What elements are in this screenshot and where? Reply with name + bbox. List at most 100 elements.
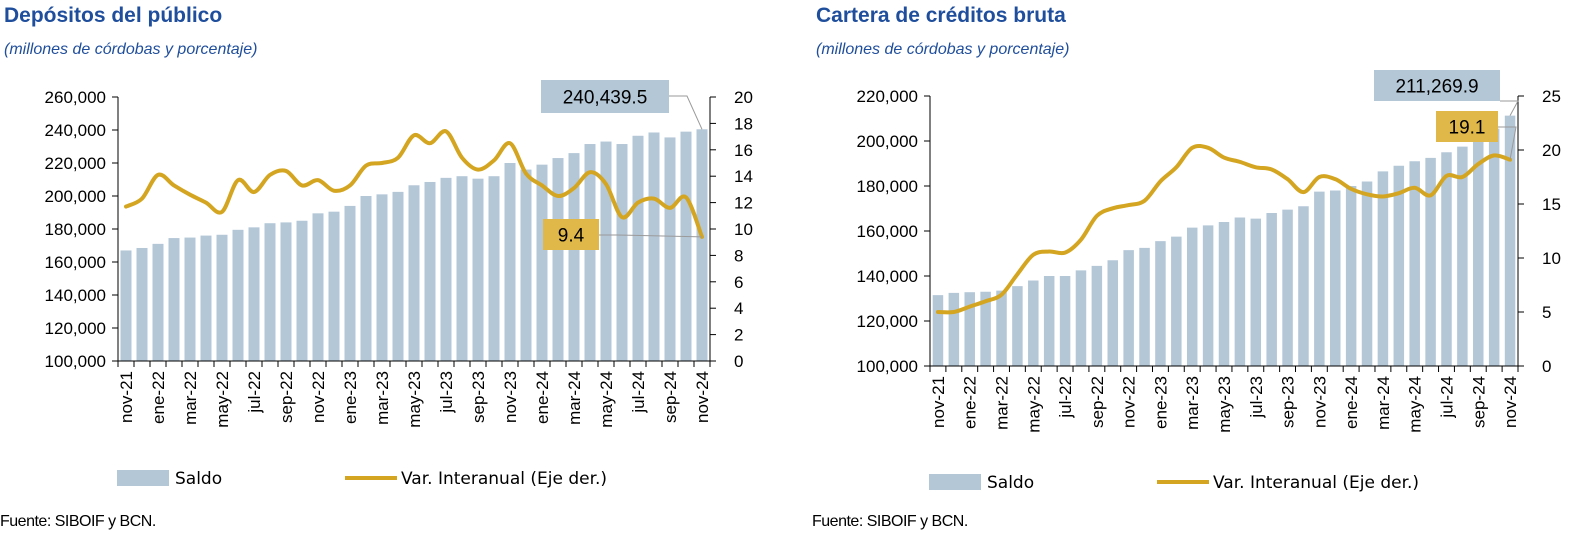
y-right-tick-label: 5 [1542,303,1551,322]
bar-saldo [1409,161,1420,366]
y-left-tick-label: 120,000 [45,319,106,338]
callout-box [1374,70,1500,101]
x-tick-label: jul-24 [1437,376,1456,419]
y-right-tick-label: 14 [734,167,753,186]
callout-box [543,219,599,250]
x-tick-label: may-22 [213,371,232,428]
bar-saldo [980,291,991,366]
bar-saldo [996,290,1007,367]
x-tick-label: ene-22 [149,371,168,424]
bar-saldo [472,178,484,361]
y-right-tick-label: 4 [734,299,743,318]
bar-saldo [328,211,340,361]
bar-saldo [1012,286,1023,367]
bar-saldo [648,132,660,361]
bar-saldo [216,234,228,361]
x-tick-label: sep-24 [661,371,680,423]
bar-saldo [504,163,516,361]
callout-leader [669,95,703,130]
x-tick-label: sep-22 [277,371,296,423]
bar-saldo [1393,165,1405,366]
y-right-tick-label: 10 [1542,249,1561,268]
y-left-tick-label: 120,000 [857,312,918,331]
x-tick-label: sep-23 [1279,376,1298,428]
bar-saldo [248,227,260,361]
x-tick-label: jul-22 [1056,376,1075,419]
chart-source: Fuente: SIBOIF y BCN. [0,513,156,530]
bar-saldo [488,176,500,361]
x-tick-label: nov-24 [1501,376,1520,428]
y-right-tick-label: 0 [734,352,743,371]
bar-saldo [664,137,676,361]
bar-saldo [696,129,708,361]
y-right-tick-label: 12 [734,194,753,213]
x-tick-label: nov-22 [1120,376,1139,428]
chart-depositos: 100,000 120,000 140,000 160,000 180,000 200,0… [45,80,753,489]
bar-saldo [1059,276,1071,366]
y-right-tick-label: 25 [1542,87,1561,106]
bar-saldo [168,238,180,361]
bar-saldo [1028,280,1039,366]
y-right-tick-label: 20 [734,88,753,107]
bar-saldo [584,144,596,361]
bar-saldo [232,229,244,361]
chart-title: Depósitos del público [4,4,223,27]
bar-saldo [1139,247,1150,367]
x-tick-label: mar-24 [565,371,584,425]
y-left-tick-label: 160,000 [857,222,918,241]
bar-saldo [1075,270,1087,367]
x-tick-label: may-23 [405,371,424,428]
panel-depositos: Depósitos del público (millones de córdo… [0,0,790,541]
chart-title: Cartera de créditos bruta [816,4,1066,27]
x-tick-label: ene-23 [341,371,360,424]
chart-source: Fuente: SIBOIF y BCN. [812,513,968,530]
bar-saldo [1377,171,1389,367]
bar-saldo [1298,206,1309,366]
y-left-tick-label: 160,000 [45,253,106,272]
legend-swatch-saldo [117,470,169,486]
bar-saldo [376,194,388,361]
bar-saldo [520,169,532,361]
legend-label-var-interanual: Var. Interanual (Eje der.) [401,469,607,489]
y-right-tick-label: 0 [1542,357,1551,376]
bar-saldo [1282,209,1293,367]
bar-saldo [344,205,356,361]
y-left-tick-label: 240,000 [45,121,106,140]
bar-saldo [200,235,212,361]
bar-saldo [1314,191,1325,367]
y-left-tick-label: 260,000 [45,88,106,107]
bar-saldo [152,243,164,361]
bar-saldo [312,213,324,361]
bar-saldo [932,295,944,367]
bar-saldo [1171,236,1182,367]
y-left-tick-label: 100,000 [45,352,106,371]
callout-box [541,80,669,113]
legend-swatch-saldo [929,474,981,490]
bar-saldo [552,158,564,361]
y-left-tick-label: 140,000 [45,286,106,305]
bar-saldo [616,144,628,361]
bar-saldo [1091,265,1103,367]
bar-saldo [440,177,452,361]
bar-saldo [1234,217,1246,366]
bar-saldo [1345,186,1357,366]
y-left-tick-label: 200,000 [857,132,918,151]
x-tick-label: nov-23 [1310,376,1329,428]
legend-label-saldo: Saldo [175,469,222,489]
y-right-tick-label: 8 [734,246,743,265]
x-tick-label: jul-22 [245,371,264,414]
bar-saldo [1488,128,1500,367]
x-tick-label: nov-22 [309,371,328,423]
bar-saldo [408,185,420,361]
y-left-tick-label: 180,000 [45,220,106,239]
chart-subtitle: (millones de córdobas y porcentaje) [4,41,258,58]
x-tick-label: jul-24 [629,371,648,414]
x-tick-label: may-24 [597,371,616,428]
x-tick-label: may-24 [1406,376,1425,433]
x-tick-label: nov-24 [693,371,712,423]
bar-saldo [296,220,308,361]
callout-label: 211,269.9 [1395,77,1478,98]
bar-saldo [632,135,644,361]
x-tick-label: sep-23 [469,371,488,423]
bar-saldo [1504,115,1516,366]
